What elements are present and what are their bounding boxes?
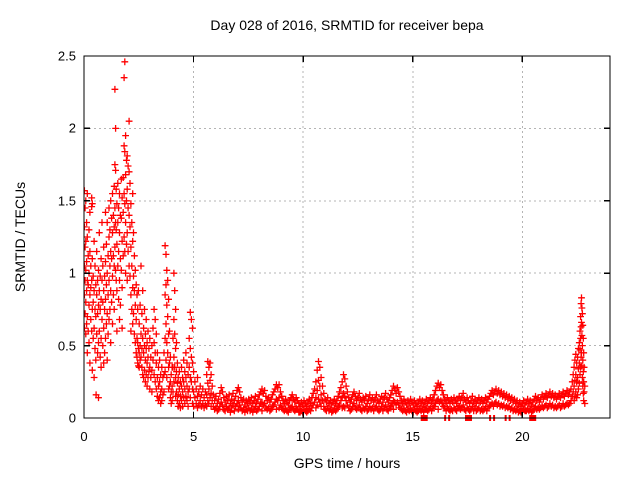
plot-border xyxy=(83,55,611,419)
x-tick-label: 15 xyxy=(405,429,420,444)
x-tick-label: 0 xyxy=(80,429,88,444)
gridlines xyxy=(84,56,610,418)
y-tick-label: 0.5 xyxy=(57,338,76,354)
chart-title: Day 028 of 2016, SRMTID for receiver bep… xyxy=(210,17,484,33)
x-axis-label: GPS time / hours xyxy=(293,455,401,471)
tick-marks xyxy=(83,55,610,419)
x-tick-label: 10 xyxy=(295,429,311,444)
y-tick-label: 0 xyxy=(68,410,76,426)
scatter-points xyxy=(84,58,589,416)
y-tick-label: 1.5 xyxy=(57,193,76,209)
x-tick-label: 5 xyxy=(189,429,198,444)
y-tick-label: 2.5 xyxy=(57,48,76,64)
x-tick-label: 20 xyxy=(515,429,530,444)
y-tick-label: 2 xyxy=(68,120,76,136)
y-tick-label: 1 xyxy=(68,265,76,281)
